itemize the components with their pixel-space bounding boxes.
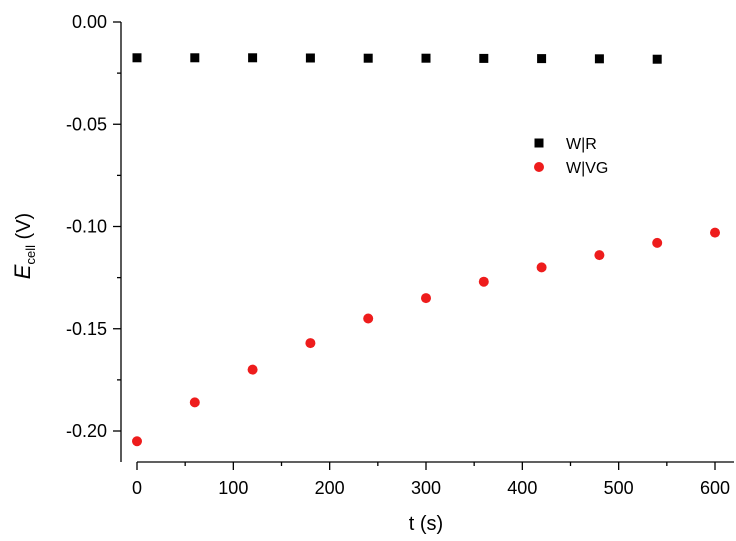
data-point-square [421,53,431,63]
data-point-circle [710,227,720,238]
data-point-square [363,53,373,63]
data-point-square [479,53,489,63]
y-tick-label: 0.00 [72,12,107,32]
data-point-square [190,53,200,63]
series-layer [132,53,720,447]
data-point-square [248,53,258,63]
x-tick-label: 0 [132,478,142,498]
legend-marker-square [534,138,544,148]
y-tick-label: -0.05 [66,114,107,134]
data-point-circle [363,313,374,324]
x-tick-label: 300 [411,478,441,498]
data-point-circle [478,276,489,287]
y-axis-symbol: E [10,264,35,279]
axes: 0 100 200 300 400 500 600 0.00 -0.05 -0.10 -0.15 -0… [66,12,734,498]
data-point-circle [305,338,316,349]
x-axis-title: t (s) [409,513,443,535]
data-point-square [537,54,547,64]
data-point-square [132,53,142,63]
data-point-square [652,54,662,64]
y-axis-unit: (V) [13,213,35,245]
y-axis-title: Ecell (V) [10,213,38,279]
legend-label: W|R [566,136,597,153]
x-tick-label: 600 [700,478,730,498]
series-2 [132,227,720,447]
y-tick-label: -0.20 [66,421,107,441]
data-point-circle [189,397,200,408]
x-tick-label: 500 [604,478,634,498]
x-tick-label: 400 [507,478,537,498]
y-tick-label: -0.10 [66,217,107,237]
data-point-circle [421,293,431,304]
data-point-square [594,54,604,64]
legend-label: W|VG [566,160,608,177]
data-point-circle [247,364,258,375]
x-tick-label: 100 [218,478,248,498]
y-axis-subscript: cell [23,245,38,265]
data-point-circle [536,262,547,273]
legend-marker-circle [534,162,544,172]
data-point-square [305,53,315,63]
series-1 [132,53,662,64]
data-point-circle [132,436,142,447]
data-point-circle [594,250,605,261]
legend: W|R W|VG [534,136,608,177]
data-point-circle [652,237,663,248]
y-tick-label: -0.15 [66,319,107,339]
x-tick-label: 200 [315,478,345,498]
